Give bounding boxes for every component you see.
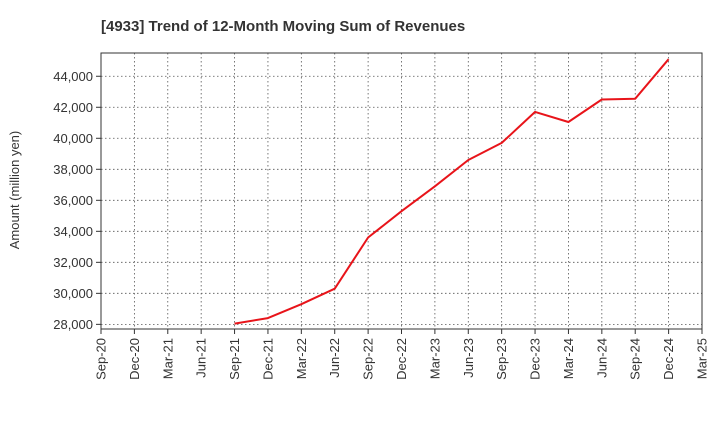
series-line: [234, 58, 670, 325]
x-tick-label: Jun-24: [594, 338, 609, 378]
x-tick-label: Mar-24: [561, 338, 576, 379]
y-axis: 28,000 30,000 32,000 34,000 36,000 38,000 40,0…: [53, 69, 101, 332]
x-axis: Sep-20 Dec-20 Mar-21 Jun-21 Sep-21 Dec-21 Mar-…: [94, 329, 710, 380]
x-tick-label: Mar-25: [695, 338, 710, 379]
x-tick-label: Dec-22: [394, 338, 409, 380]
x-tick-label: Sep-20: [94, 338, 109, 380]
x-tick-label: Mar-23: [427, 338, 442, 379]
y-tick-label: 28,000: [53, 317, 93, 332]
y-tick-label: 40,000: [53, 131, 93, 146]
x-tick-label: Sep-21: [227, 338, 242, 380]
x-tick-label: Sep-22: [361, 338, 376, 380]
x-tick-label: Dec-23: [528, 338, 543, 380]
grid: [101, 53, 702, 329]
y-tick-label: 32,000: [53, 255, 93, 270]
x-tick-label: Dec-20: [127, 338, 142, 380]
x-tick-label: Mar-21: [160, 338, 175, 379]
x-tick-label: Jun-21: [194, 338, 209, 378]
y-tick-label: 44,000: [53, 69, 93, 84]
x-tick-label: Dec-24: [661, 338, 676, 380]
y-tick-label: 30,000: [53, 286, 93, 301]
x-tick-label: Jun-23: [461, 338, 476, 378]
x-tick-label: Mar-22: [294, 338, 309, 379]
x-tick-label: Sep-23: [494, 338, 509, 380]
y-tick-label: 34,000: [53, 224, 93, 239]
y-axis-label: Amount (million yen): [7, 131, 22, 250]
series-layer: [234, 58, 670, 325]
x-tick-label: Jun-22: [327, 338, 342, 378]
x-tick-label: Sep-24: [628, 338, 643, 380]
chart-title: [4933] Trend of 12-Month Moving Sum of R…: [101, 18, 465, 35]
y-tick-label: 38,000: [53, 162, 93, 177]
y-tick-label: 42,000: [53, 100, 93, 115]
y-tick-label: 36,000: [53, 193, 93, 208]
x-tick-label: Dec-21: [260, 338, 275, 380]
